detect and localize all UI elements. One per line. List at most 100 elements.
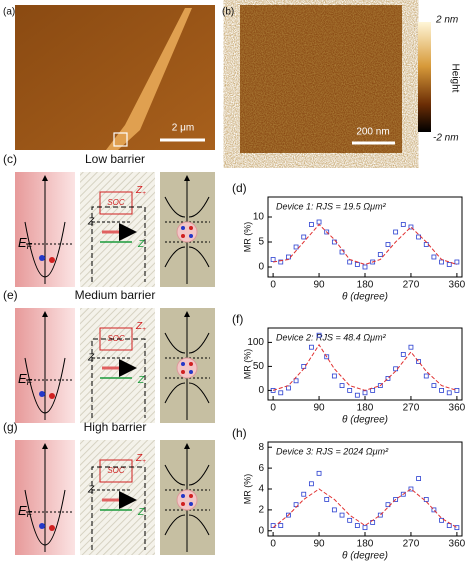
band — [24, 489, 66, 546]
data-point — [293, 244, 299, 250]
data-point — [385, 375, 391, 381]
x-tick-label: 180 — [357, 403, 374, 414]
data-point — [446, 390, 452, 396]
x-tick-label: 90 — [313, 280, 325, 291]
dot — [181, 494, 185, 498]
diagram-title: Medium barrier — [75, 288, 156, 302]
data-point — [400, 491, 406, 497]
y-tick-label: 100 — [247, 337, 264, 348]
flake — [106, 8, 192, 150]
y-tick-label: 10 — [253, 212, 265, 223]
y-axis-label: MR (%) — [242, 349, 252, 380]
ef-label: EF — [18, 503, 33, 519]
ef-label-main: E — [18, 503, 27, 518]
data-point — [393, 497, 399, 502]
ef-label: EF — [18, 371, 33, 387]
exciton — [176, 357, 198, 379]
panel-label: (b) — [222, 7, 234, 18]
data-point — [431, 383, 437, 389]
data-point — [324, 354, 330, 360]
y-tick-label: 0 — [258, 262, 264, 273]
soc-box — [99, 459, 133, 483]
band-bottom — [164, 246, 210, 268]
data-point — [423, 373, 429, 379]
colorbar-min: -2 nm — [433, 133, 459, 144]
data-point — [278, 259, 284, 265]
data-point — [316, 470, 322, 476]
zplus-label-sub: + — [142, 326, 146, 333]
band-top — [164, 196, 210, 218]
dot — [181, 502, 185, 506]
data-point — [308, 222, 314, 227]
data-point — [347, 517, 353, 523]
data-point — [416, 359, 422, 365]
data-point — [431, 254, 437, 260]
zminus-label-main: Z — [137, 375, 145, 386]
data-point — [439, 387, 444, 393]
data-point — [270, 387, 276, 393]
data-point — [301, 363, 307, 369]
data-point — [454, 259, 460, 265]
data-point — [431, 507, 437, 513]
x-axis-label: θ (degree) — [342, 551, 388, 562]
zminus-label-main: Z — [137, 239, 145, 250]
zplus-label-sub: + — [142, 190, 146, 197]
ef-label-sub: F — [27, 241, 33, 251]
data-point — [347, 387, 353, 393]
x-tick-label: 360 — [449, 280, 466, 291]
data-point — [408, 486, 414, 492]
x-tick-label: 90 — [313, 539, 325, 550]
x-tick-label: 0 — [270, 403, 276, 414]
panel-label: (h) — [232, 426, 247, 440]
data-point — [416, 476, 422, 481]
data-point — [454, 387, 460, 393]
data-point — [408, 224, 414, 230]
soc-box — [99, 327, 133, 351]
x-tick-label: 360 — [449, 403, 466, 414]
soc-label: SOC — [107, 198, 125, 207]
data-point — [331, 373, 337, 379]
soc-label: SOC — [107, 334, 125, 343]
data-point — [423, 497, 429, 502]
data-point — [286, 254, 291, 260]
z-label: Z — [87, 485, 95, 496]
y-tick-label: 8 — [258, 442, 264, 453]
annotation: Device 1: RJS = 19.5 Ωμm² — [276, 201, 387, 211]
data-point — [446, 523, 452, 528]
colorbar-max: 2 nm — [435, 15, 458, 26]
afm-noise — [240, 5, 402, 153]
panel-label: (c) — [3, 152, 17, 166]
z-label: Z — [87, 217, 95, 228]
band-bottom — [164, 514, 210, 536]
exciton — [176, 489, 198, 511]
soc-label: SOC — [107, 466, 125, 475]
zminus-label: Z- — [137, 507, 147, 519]
diagram-title: High barrier — [84, 420, 147, 434]
data-point — [347, 259, 353, 265]
annotation: Device 2: RJS = 48.4 Ωμm² — [276, 332, 387, 342]
dot — [181, 226, 185, 230]
x-tick-label: 0 — [270, 280, 276, 291]
zminus-label-sub: - — [144, 244, 147, 251]
diagram-title: Low barrier — [85, 152, 145, 166]
data-point — [293, 378, 299, 384]
ef-label-main: E — [18, 371, 27, 386]
data-point — [301, 491, 307, 497]
dot — [181, 362, 185, 366]
data-point — [377, 383, 383, 389]
marker-box — [113, 132, 128, 147]
data-point — [354, 262, 360, 267]
ef-label-main: E — [18, 235, 27, 250]
colorbar — [418, 22, 431, 132]
data-point — [439, 517, 444, 523]
y-tick-label: 4 — [258, 484, 264, 495]
data-point — [423, 242, 429, 247]
zminus-label-main: Z — [137, 507, 145, 518]
data-point — [454, 525, 460, 531]
band — [24, 357, 66, 414]
data-point — [439, 259, 444, 265]
fit-line — [272, 343, 458, 391]
data-point — [400, 351, 406, 357]
band-bottom — [164, 382, 210, 404]
